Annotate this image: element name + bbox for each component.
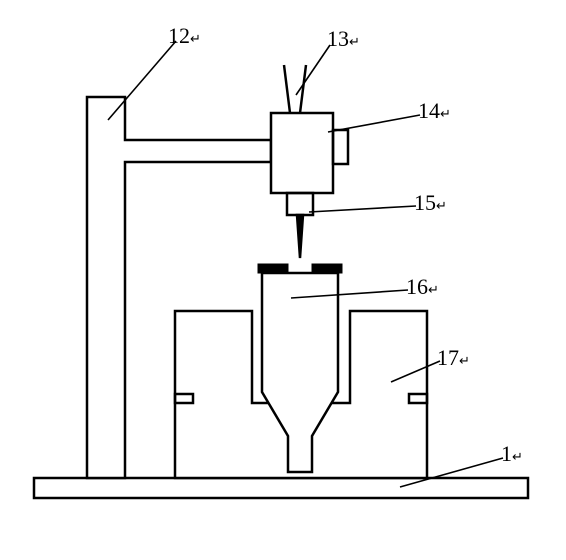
needle [297, 215, 303, 258]
leader-l12 [108, 41, 176, 120]
leader-l14 [328, 115, 420, 132]
leader-l15 [309, 206, 416, 212]
head-block [271, 113, 333, 193]
leader-l13 [296, 45, 330, 95]
cap-left [258, 264, 288, 273]
funnel-left [284, 65, 290, 113]
base-plate [34, 478, 528, 498]
head-side-lug [333, 130, 348, 164]
diagram-canvas [0, 0, 566, 560]
cap-right [312, 264, 342, 273]
